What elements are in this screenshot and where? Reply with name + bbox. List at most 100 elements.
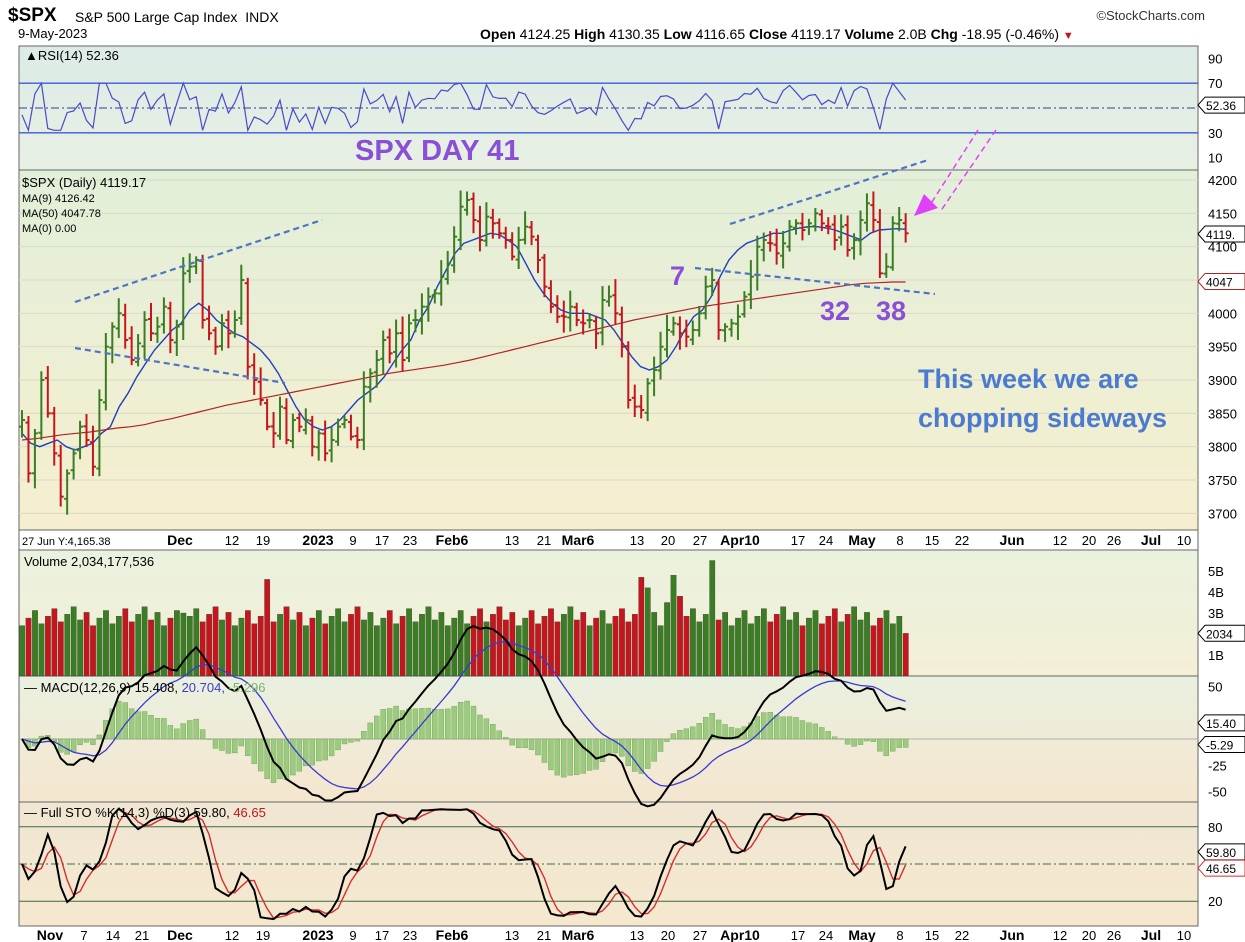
ohlc-bar — [115, 298, 122, 339]
ohlc-bar — [857, 210, 864, 256]
trendline-lower-left — [74, 346, 286, 385]
x-axis-label-bottom: Jun — [1000, 927, 1025, 942]
volume-bar — [638, 577, 645, 677]
macd-hist-bar — [309, 738, 315, 766]
macd-hist-bar — [303, 738, 309, 767]
low-label: Low — [663, 26, 692, 42]
macd-hist-bar — [548, 738, 554, 771]
volume-bar — [632, 614, 638, 677]
ohlc-bar — [896, 207, 903, 232]
volume-bar — [657, 625, 664, 677]
sto-label: — Full STO %K(14,3) %D(3) 59.80, 46.65 — [24, 805, 266, 820]
index-name-text: S&P 500 Large Cap Index — [75, 9, 238, 25]
macd-hist-bar — [380, 709, 386, 740]
volume-bar — [754, 616, 761, 677]
macd-hist-bar — [109, 708, 116, 740]
symbol-label: $SPX — [8, 5, 57, 26]
ohlc-bar — [554, 295, 561, 324]
ohlc-bar — [664, 314, 670, 358]
macd-hist-bar — [715, 719, 722, 740]
legend-ma9: MA(9) 4126.42 — [22, 193, 95, 205]
ohlc-bar — [270, 412, 277, 448]
macd-tag: 15.40 — [1197, 714, 1245, 732]
x-axis-label: 2023 — [302, 532, 333, 548]
ohlc-bar — [109, 322, 116, 364]
ohlc-readout: Open 4124.25 High 4130.35 Low 4116.65 Cl… — [480, 27, 1074, 42]
volume-bar — [573, 619, 580, 677]
volume-bar — [619, 608, 625, 677]
volume-bar — [502, 619, 509, 677]
macd-hist-bar — [793, 717, 799, 740]
ohlc-bar — [277, 396, 283, 440]
close-label: Close — [749, 26, 788, 42]
x-axis-label: 22 — [955, 533, 969, 548]
x-axis-label-bottom: 2023 — [302, 927, 333, 942]
rsi-tag-shape — [1197, 96, 1245, 114]
ohlc-bar — [644, 378, 651, 422]
ohlc-bar — [515, 226, 522, 270]
macd-hist-bar — [135, 711, 141, 740]
sto-d-value: 46.65 — [233, 805, 266, 820]
annotation-38: 38 — [876, 296, 906, 326]
volume-bar — [122, 608, 129, 677]
macd-hist-value: -5.296 — [229, 680, 266, 695]
ohlc-bar — [760, 232, 767, 262]
volume-bar — [444, 625, 451, 677]
macd-hist-bar — [528, 738, 535, 750]
volume-bar — [567, 606, 574, 677]
volume-bar — [825, 616, 832, 677]
macd-hist-bar — [154, 718, 161, 740]
volume-bar — [406, 608, 412, 677]
volume-bar — [25, 617, 32, 677]
annotation-7: 7 — [670, 261, 685, 291]
ohlc-bar — [367, 368, 374, 403]
price-tick-label: 3800 — [1208, 440, 1237, 455]
price-tick-label: 4150 — [1208, 206, 1237, 221]
x-axis-label: 23 — [403, 533, 417, 548]
ohlc-bar — [728, 318, 735, 337]
annotation-note-1: This week we are — [918, 364, 1139, 394]
open-label: Open — [480, 26, 516, 42]
volume-bar — [380, 617, 387, 677]
volume-bar — [51, 608, 58, 677]
macd-hist-bar — [341, 738, 348, 745]
ohlc-bar — [696, 305, 703, 337]
ohlc-bar — [451, 226, 458, 273]
volume-bar — [219, 619, 225, 677]
ohlc-bar — [838, 214, 845, 246]
chg-value: -18.95 (-0.46%) — [961, 26, 1060, 42]
macd-hist-bar — [238, 738, 245, 747]
macd-hist-bar — [90, 738, 96, 745]
macd-hist-bar — [896, 738, 902, 748]
macd-hist-bar — [806, 722, 812, 740]
volume-bar — [38, 623, 45, 677]
volume-tick-label: 3B — [1208, 606, 1224, 621]
macd-hist-bar — [257, 738, 264, 772]
macd-hist-bar — [509, 738, 515, 746]
macd-label-text: MACD(12,26,9) — [41, 680, 131, 695]
volume-bar — [819, 623, 825, 677]
macd-hist-bar — [535, 738, 541, 756]
macd-hist-bar — [412, 708, 419, 740]
ohlc-bar — [651, 356, 658, 397]
x-axis-label: 17 — [791, 533, 805, 548]
macd-hist-bar — [283, 738, 290, 780]
ohlc-bar — [180, 257, 187, 340]
macd-hist-bar — [767, 712, 773, 740]
macd-hist-bar — [116, 700, 122, 740]
volume-bar — [664, 602, 670, 677]
macd-hist-bar — [438, 709, 444, 740]
exchange-label: INDX — [245, 9, 279, 25]
macd-hist-bar — [567, 738, 573, 776]
ohlc-bar — [618, 306, 625, 358]
macd-hist-bar — [167, 725, 174, 740]
ohlc-bar — [709, 267, 716, 296]
volume-bar — [670, 575, 677, 677]
ohlc-bar — [25, 415, 32, 483]
macd-hist-bar — [122, 702, 128, 740]
macd-tick-label: -50 — [1208, 785, 1227, 800]
ohlc-bar — [863, 193, 870, 232]
macd-hist-bar — [580, 738, 586, 774]
price-tick-label: 3850 — [1208, 406, 1237, 421]
volume-bar — [438, 612, 445, 677]
